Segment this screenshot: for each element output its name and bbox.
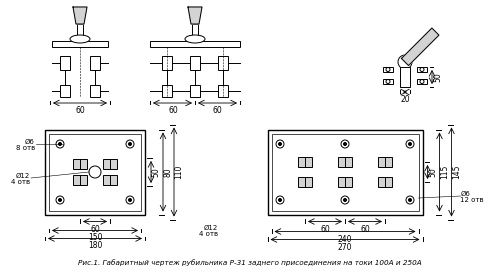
Text: 60: 60 <box>212 106 222 115</box>
Bar <box>73 159 87 169</box>
Bar <box>52 41 108 47</box>
Polygon shape <box>402 28 439 66</box>
Bar <box>190 85 200 97</box>
Bar <box>378 157 392 167</box>
Circle shape <box>344 143 346 146</box>
Circle shape <box>278 143 281 146</box>
Text: 110: 110 <box>174 165 184 179</box>
Circle shape <box>58 143 61 146</box>
Text: 50: 50 <box>428 167 437 177</box>
Bar <box>400 67 410 87</box>
Text: Ø6: Ø6 <box>25 139 35 145</box>
Ellipse shape <box>185 35 205 43</box>
Bar <box>73 175 87 185</box>
Text: 145: 145 <box>452 165 461 179</box>
Polygon shape <box>188 7 202 24</box>
Bar <box>378 177 392 187</box>
Bar <box>417 67 427 72</box>
Bar <box>60 56 70 70</box>
Text: 60: 60 <box>168 106 178 115</box>
Circle shape <box>344 199 346 202</box>
Text: 4 отв: 4 отв <box>199 230 218 236</box>
Text: 20: 20 <box>400 95 410 104</box>
Bar <box>338 177 352 187</box>
Bar <box>150 41 240 47</box>
Text: 50: 50 <box>434 72 442 82</box>
Bar <box>298 157 312 167</box>
Bar <box>383 79 393 84</box>
Bar <box>272 134 418 211</box>
Bar <box>162 56 172 70</box>
Bar <box>103 159 117 169</box>
Text: 8 отв: 8 отв <box>16 145 35 151</box>
Text: Рис.1. Габаритный чертеж рубильника Р-31 заднего присоединения на токи 100А и 25: Рис.1. Габаритный чертеж рубильника Р-31… <box>78 259 422 266</box>
Bar <box>49 134 141 211</box>
Bar <box>417 79 427 84</box>
Bar <box>218 56 228 70</box>
Text: 60: 60 <box>360 224 370 233</box>
Circle shape <box>278 199 281 202</box>
Bar <box>218 85 228 97</box>
Text: 270: 270 <box>338 243 352 252</box>
Text: Ø12: Ø12 <box>16 173 30 179</box>
Text: 115: 115 <box>440 165 449 179</box>
Circle shape <box>408 199 412 202</box>
Text: 60: 60 <box>75 106 85 115</box>
Bar <box>60 85 70 97</box>
Bar <box>77 24 83 37</box>
Text: 12 отв: 12 отв <box>460 197 484 203</box>
Bar <box>162 85 172 97</box>
Text: Ø6: Ø6 <box>460 191 470 197</box>
Bar <box>90 56 100 70</box>
Circle shape <box>408 143 412 146</box>
Bar <box>383 67 393 72</box>
Text: 60: 60 <box>90 224 100 233</box>
Text: 60: 60 <box>320 224 330 233</box>
Bar <box>103 175 117 185</box>
Text: Ø12: Ø12 <box>204 224 218 230</box>
Text: 80: 80 <box>164 167 172 177</box>
Bar <box>338 157 352 167</box>
Text: 240: 240 <box>338 234 352 243</box>
Text: 50: 50 <box>152 167 160 177</box>
Ellipse shape <box>70 35 90 43</box>
Text: 150: 150 <box>88 233 102 243</box>
Bar <box>192 24 198 37</box>
Circle shape <box>58 199 61 202</box>
Bar <box>45 129 145 215</box>
Bar <box>268 129 422 215</box>
Circle shape <box>128 199 132 202</box>
Bar <box>298 177 312 187</box>
Text: 4 отв: 4 отв <box>11 179 30 185</box>
Circle shape <box>128 143 132 146</box>
Bar <box>90 85 100 97</box>
Polygon shape <box>73 7 87 24</box>
Bar <box>190 56 200 70</box>
Text: 180: 180 <box>88 242 102 251</box>
